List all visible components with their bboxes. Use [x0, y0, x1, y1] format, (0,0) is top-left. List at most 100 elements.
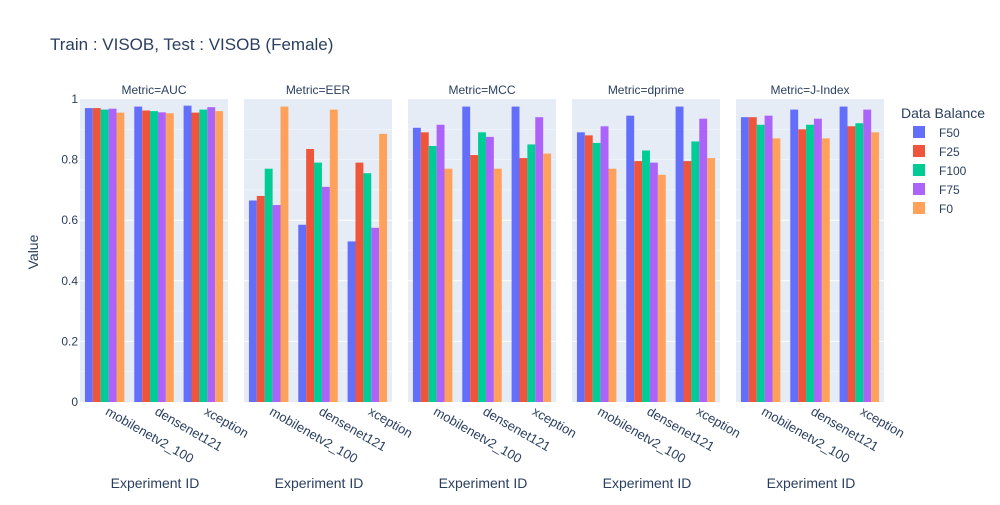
bar[interactable] [428, 145, 437, 402]
bar[interactable] [847, 126, 856, 403]
bar[interactable] [871, 132, 880, 402]
bar[interactable] [527, 144, 536, 402]
legend-swatch [913, 145, 925, 157]
bar[interactable] [584, 135, 593, 403]
bar[interactable] [215, 111, 224, 403]
x-axis-label: Experiment ID [603, 475, 692, 491]
y-tick-label: 0.4 [61, 274, 78, 288]
facet-title: Metric=dprime [608, 83, 685, 97]
bar[interactable] [142, 110, 151, 402]
bar[interactable] [675, 106, 684, 402]
bar[interactable] [707, 158, 716, 402]
bar[interactable] [436, 124, 445, 402]
bar[interactable] [347, 241, 356, 402]
legend-label: F25 [939, 145, 960, 159]
bar[interactable] [806, 124, 814, 402]
bar[interactable] [535, 117, 544, 403]
bar[interactable] [420, 132, 429, 402]
x-tick-label: mobilenetv2_100 [595, 404, 688, 467]
facet-panel: Metric=EERmobilenetv2_100densenet121xcep… [244, 83, 415, 491]
bar[interactable] [157, 112, 166, 402]
facet-title: Metric=AUC [121, 83, 186, 97]
bar[interactable] [248, 200, 257, 402]
bar[interactable] [280, 106, 289, 402]
legend-item[interactable]: F75 [913, 183, 960, 197]
legend-item[interactable]: F0 [913, 202, 953, 216]
bar[interactable] [519, 158, 528, 402]
bar[interactable] [329, 109, 338, 402]
facet-panel: Metric=J-Indexmobilenetv2_100densenet121… [736, 83, 907, 491]
legend[interactable]: Data Balance F50 F25 F100 F75 F0 [901, 105, 985, 216]
bar[interactable] [790, 109, 799, 402]
bar[interactable] [92, 108, 101, 402]
bar[interactable] [264, 168, 273, 402]
legend-swatch [913, 183, 925, 195]
bar[interactable] [298, 224, 307, 402]
legend-swatch [913, 202, 925, 214]
bar[interactable] [642, 150, 650, 402]
bar[interactable] [839, 106, 848, 402]
facet-title: Metric=J-Index [770, 83, 849, 97]
bar[interactable] [355, 162, 364, 402]
bar[interactable] [379, 133, 388, 402]
bar[interactable] [699, 118, 708, 402]
bar[interactable] [626, 115, 635, 402]
bar[interactable] [493, 168, 502, 402]
bar[interactable] [256, 195, 265, 402]
bar[interactable] [207, 107, 216, 402]
x-axis-label: Experiment ID [111, 475, 200, 491]
bar[interactable] [740, 117, 749, 403]
legend-item[interactable]: F100 [913, 164, 967, 178]
bar[interactable] [108, 108, 117, 403]
bar[interactable] [314, 162, 322, 402]
bar[interactable] [634, 161, 643, 402]
bar[interactable] [199, 109, 208, 402]
bar[interactable] [649, 162, 658, 402]
bar[interactable] [772, 138, 781, 402]
bar[interactable] [683, 161, 692, 402]
legend-label: F50 [939, 126, 960, 140]
bar[interactable] [657, 174, 666, 402]
x-axis-label: Experiment ID [767, 475, 856, 491]
bar[interactable] [134, 106, 143, 402]
bar[interactable] [462, 106, 471, 402]
bar[interactable] [191, 112, 200, 402]
bar[interactable] [798, 129, 807, 403]
legend-items: F50 F25 F100 F75 F0 [913, 126, 967, 216]
bar[interactable] [764, 115, 773, 402]
bar[interactable] [116, 112, 125, 402]
bar[interactable] [813, 118, 822, 402]
bar[interactable] [84, 108, 93, 402]
facet-title: Metric=EER [286, 83, 351, 97]
legend-item[interactable]: F25 [913, 145, 960, 159]
bar[interactable] [485, 136, 494, 402]
bar[interactable] [511, 106, 520, 402]
bar[interactable] [748, 117, 757, 403]
bar[interactable] [756, 124, 765, 402]
bar[interactable] [165, 113, 174, 402]
bar[interactable] [855, 123, 864, 403]
bar[interactable] [150, 111, 158, 403]
legend-item[interactable]: F50 [913, 126, 960, 140]
bar[interactable] [600, 126, 609, 403]
bar[interactable] [863, 109, 872, 402]
bar[interactable] [321, 186, 330, 402]
bar[interactable] [100, 109, 109, 402]
bar[interactable] [412, 127, 421, 402]
bar[interactable] [478, 132, 486, 402]
bar[interactable] [691, 141, 700, 403]
bar[interactable] [306, 148, 315, 402]
bar[interactable] [371, 227, 380, 402]
bar[interactable] [576, 132, 585, 402]
bar[interactable] [470, 155, 479, 402]
bar[interactable] [592, 142, 601, 402]
bar[interactable] [444, 168, 453, 402]
bar[interactable] [272, 205, 281, 402]
bar[interactable] [608, 168, 617, 402]
bar[interactable] [363, 173, 372, 402]
bar[interactable] [183, 105, 192, 402]
bar[interactable] [543, 153, 552, 402]
bar[interactable] [821, 138, 830, 402]
x-axis-label: Experiment ID [439, 475, 528, 491]
